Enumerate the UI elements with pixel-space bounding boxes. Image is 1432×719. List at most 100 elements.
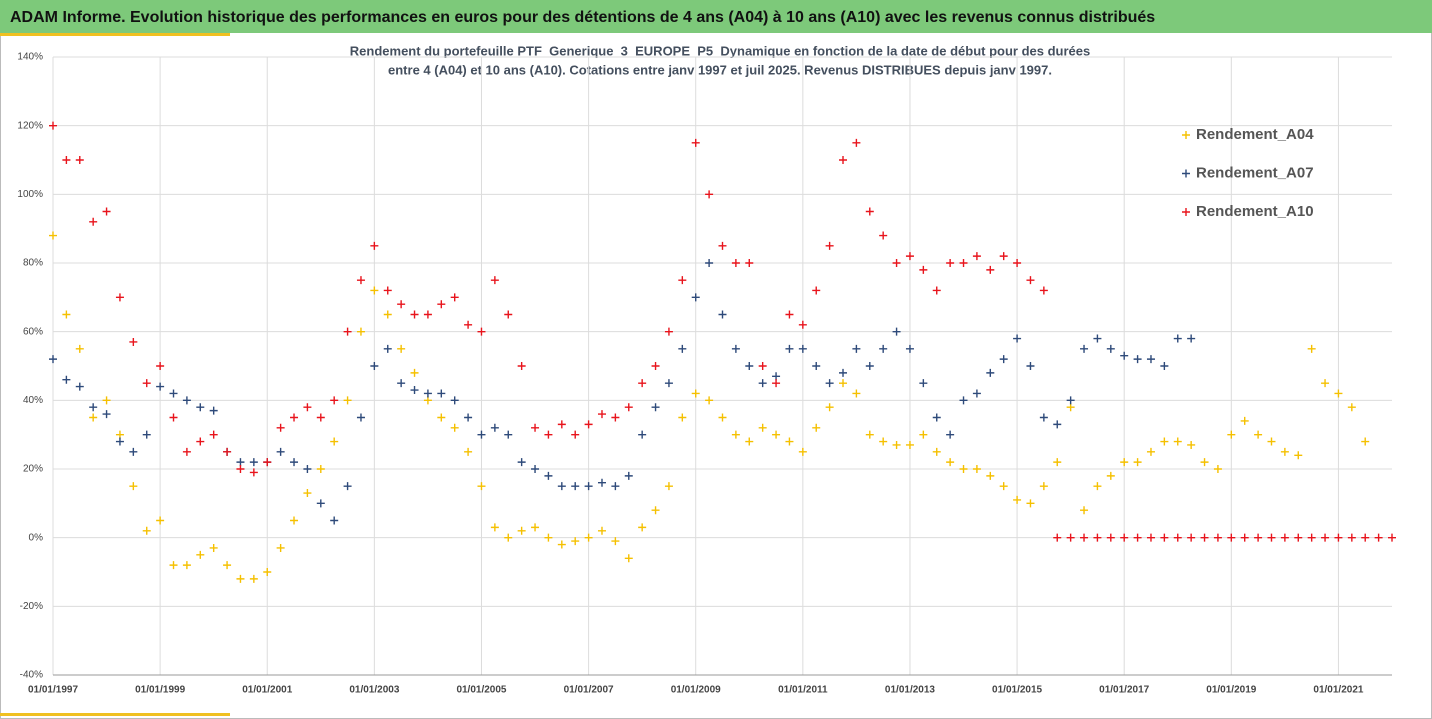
point bbox=[544, 533, 553, 542]
point bbox=[1307, 533, 1316, 542]
point bbox=[919, 379, 928, 388]
point bbox=[142, 379, 151, 388]
point bbox=[209, 406, 218, 415]
y-tick-label: -20% bbox=[20, 601, 43, 612]
point bbox=[798, 320, 807, 329]
point bbox=[959, 259, 968, 267]
point bbox=[1133, 458, 1142, 467]
point bbox=[946, 430, 955, 439]
point bbox=[356, 276, 365, 285]
point bbox=[330, 396, 339, 405]
point bbox=[584, 533, 593, 542]
y-tick-label: 140% bbox=[17, 52, 43, 63]
point bbox=[169, 413, 178, 422]
point bbox=[611, 413, 620, 422]
point bbox=[1039, 286, 1048, 295]
point bbox=[410, 310, 419, 319]
point bbox=[196, 550, 205, 559]
point bbox=[1187, 440, 1196, 449]
point bbox=[1213, 533, 1222, 542]
point bbox=[905, 440, 914, 449]
point bbox=[1160, 362, 1169, 370]
point bbox=[798, 344, 807, 353]
x-tick-label: 01/01/2007 bbox=[564, 685, 614, 696]
point bbox=[1200, 458, 1209, 467]
point bbox=[1227, 533, 1236, 542]
point bbox=[504, 310, 513, 319]
point bbox=[303, 489, 312, 498]
point bbox=[383, 344, 392, 353]
point bbox=[986, 265, 995, 274]
point bbox=[1160, 533, 1169, 542]
point bbox=[1013, 334, 1022, 343]
point bbox=[303, 465, 312, 473]
point bbox=[115, 430, 124, 439]
point bbox=[356, 327, 365, 336]
point bbox=[1080, 533, 1089, 542]
point bbox=[571, 482, 580, 491]
point bbox=[691, 293, 700, 302]
point bbox=[1187, 334, 1196, 343]
point bbox=[839, 368, 848, 377]
y-tick-label: 80% bbox=[23, 258, 43, 269]
point bbox=[905, 252, 914, 261]
point bbox=[1280, 447, 1289, 456]
point bbox=[785, 310, 794, 319]
point bbox=[1334, 533, 1343, 542]
point bbox=[423, 389, 432, 398]
point bbox=[156, 516, 165, 525]
point bbox=[812, 362, 821, 370]
point bbox=[115, 293, 124, 302]
point bbox=[972, 252, 981, 261]
x-tick-label: 01/01/2003 bbox=[349, 685, 399, 696]
point bbox=[691, 138, 700, 147]
point bbox=[437, 300, 446, 309]
point bbox=[852, 138, 861, 147]
point bbox=[731, 259, 740, 267]
point bbox=[316, 499, 325, 508]
point bbox=[410, 368, 419, 377]
x-tick-label: 01/01/2017 bbox=[1099, 685, 1149, 696]
point bbox=[972, 465, 981, 473]
point bbox=[531, 423, 540, 432]
point bbox=[1120, 533, 1129, 542]
header-accent bbox=[0, 33, 230, 36]
point bbox=[156, 382, 165, 391]
point bbox=[892, 327, 901, 336]
point bbox=[705, 259, 714, 267]
point bbox=[370, 362, 379, 370]
point bbox=[490, 523, 499, 532]
point bbox=[932, 447, 941, 456]
y-tick-label: 0% bbox=[29, 532, 44, 543]
header-title: ADAM Informe. Evolution historique des p… bbox=[10, 9, 1155, 26]
point bbox=[932, 413, 941, 422]
x-tick-label: 01/01/2005 bbox=[456, 685, 506, 696]
point bbox=[879, 231, 888, 240]
point bbox=[1374, 533, 1383, 542]
point bbox=[450, 423, 459, 432]
x-tick-label: 01/01/2009 bbox=[671, 685, 721, 696]
point bbox=[879, 344, 888, 353]
point bbox=[1066, 396, 1075, 405]
point bbox=[999, 482, 1008, 491]
point bbox=[1039, 413, 1048, 422]
point bbox=[1080, 344, 1089, 353]
point bbox=[557, 420, 566, 429]
x-tick-label: 01/01/2015 bbox=[992, 685, 1042, 696]
y-tick-label: 100% bbox=[17, 189, 43, 200]
point bbox=[1093, 533, 1102, 542]
point bbox=[450, 396, 459, 405]
point bbox=[89, 217, 98, 226]
x-tick-label: 01/01/2011 bbox=[778, 685, 828, 696]
point bbox=[597, 526, 606, 535]
point bbox=[999, 355, 1008, 364]
point bbox=[865, 362, 874, 370]
point bbox=[1026, 276, 1035, 285]
point bbox=[1013, 259, 1022, 267]
point bbox=[75, 344, 84, 353]
point bbox=[1173, 533, 1182, 542]
point bbox=[745, 259, 754, 267]
point bbox=[638, 379, 647, 388]
point bbox=[1120, 351, 1129, 360]
